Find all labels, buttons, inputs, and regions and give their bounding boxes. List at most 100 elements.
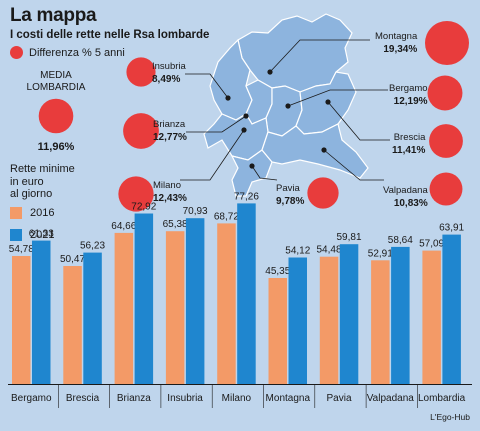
- leader-milano: [180, 129, 245, 181]
- marker-montagna: [267, 69, 273, 75]
- region-pct-brescia: 11,41%: [392, 145, 426, 156]
- media-label-line2: LOMBARDIA: [26, 82, 86, 93]
- data-label-milano-2016: 68,72: [214, 211, 239, 222]
- y-unit-label: Rette minime in euro al giorno: [10, 163, 90, 201]
- x-tick-label-brescia: Brescia: [66, 393, 100, 404]
- map-leader-lines: [180, 39, 390, 181]
- bar-insubria-2016: [165, 231, 185, 384]
- region-name-brescia: Brescia: [393, 132, 426, 143]
- region-label-montagna: Montagna 19,34%: [375, 30, 417, 56]
- difference-legend-label: Differenza % 5 anni: [29, 46, 125, 59]
- leader-valpadana: [323, 149, 384, 181]
- bar-montagna-2021: [288, 257, 307, 384]
- region-pct-brianza: 12,77%: [153, 132, 187, 143]
- x-tick-label-brianza: Brianza: [117, 393, 151, 404]
- region-name-milano: Milano: [153, 180, 181, 191]
- legend-2021: 2021: [10, 229, 54, 241]
- bar-pavia-2021: [339, 244, 359, 384]
- marker-brescia: [325, 99, 331, 105]
- source-credit: L'Ego-Hub: [430, 412, 470, 422]
- media-lombardia-value: 11,96%: [37, 141, 75, 153]
- media-lombardia-label: MEDIA LOMBARDIA: [20, 70, 92, 94]
- region-label-milano: Milano 12,43%: [153, 179, 187, 205]
- region-pct-pavia: 9,78%: [276, 196, 305, 207]
- bubble-bergamo: [427, 75, 463, 111]
- x-tick-label-milano: Milano: [222, 393, 252, 404]
- y-unit-line2: in euro: [10, 175, 44, 188]
- bar-milano-2016: [217, 223, 236, 384]
- page-subtitle: I costi delle rette nelle Rsa lombarde: [10, 29, 210, 41]
- leader-brescia: [327, 101, 390, 141]
- bubble-media-lombardia: [38, 98, 74, 134]
- data-label-brianza-2021: 72,92: [131, 202, 156, 213]
- bar-brianza-2016: [114, 232, 134, 384]
- bar-insubria-2021: [185, 218, 205, 384]
- data-label-valpadana-2021: 58,64: [388, 235, 413, 246]
- bar-milano-2021: [237, 203, 256, 384]
- y-unit-line3: al giorno: [10, 188, 53, 200]
- bar-montagna-2016: [268, 278, 287, 384]
- marker-pavia: [249, 163, 255, 169]
- bar-lombardia-2016: [422, 250, 441, 384]
- region-name-brianza: Brianza: [153, 119, 186, 130]
- data-label-lombardia-2021: 63,91: [439, 223, 464, 234]
- region-name-pavia: Pavia: [276, 183, 300, 194]
- y-unit-line1: Rette minime: [10, 163, 75, 175]
- x-tick-label-pavia: Pavia: [326, 393, 351, 404]
- data-label-lombardia-2016: 57,09: [419, 239, 444, 250]
- bar-chart: 54,78 61,33 Bergamo 50,47 56,23 Brescia 64,66 7…: [8, 191, 472, 408]
- marker-valpadana: [321, 147, 327, 153]
- data-label-bergamo-2021: 61,33: [29, 229, 54, 240]
- data-label-pavia-2016: 54,48: [316, 245, 341, 256]
- region-name-montagna: Montagna: [375, 31, 418, 42]
- region-label-valpadana: Valpadana 10,83%: [383, 184, 428, 210]
- region-name-insubria: Insubria: [152, 61, 186, 72]
- bar-brianza-2021: [134, 213, 154, 384]
- map-markers: [225, 69, 331, 169]
- marker-milano: [241, 127, 247, 133]
- leader-bergamo: [287, 89, 388, 107]
- leader-insubria: [185, 73, 229, 99]
- region-pct-insubria: 8,49%: [152, 74, 181, 85]
- data-label-bergamo-2016: 54,78: [9, 244, 34, 255]
- page-title: La mappa: [10, 5, 97, 26]
- data-label-montagna-2021: 54,12: [285, 246, 310, 257]
- media-label-line1: MEDIA: [40, 70, 72, 81]
- difference-bubbles: [38, 21, 469, 212]
- lombardy-map-shape: [203, 13, 369, 197]
- bar-brescia-2021: [83, 252, 102, 384]
- data-label-brescia-2016: 50,47: [60, 254, 85, 265]
- marker-insubria: [225, 95, 231, 101]
- marker-bergamo: [285, 103, 291, 109]
- legend-2016-swatch: [10, 207, 22, 219]
- region-label-pavia: Pavia 9,78%: [276, 182, 304, 208]
- bar-bergamo-2016: [12, 256, 31, 384]
- region-label-brianza: Brianza 12,77%: [153, 118, 187, 144]
- leader-brianza: [186, 115, 247, 133]
- x-tick-label-bergamo: Bergamo: [11, 393, 52, 404]
- region-label-insubria: Insubria 8,49%: [152, 60, 186, 86]
- leader-pavia: [251, 165, 278, 181]
- bar-brescia-2016: [63, 266, 82, 384]
- data-label-milano-2021: 77,26: [234, 191, 259, 202]
- x-tick-label-insubria: Insubria: [167, 393, 203, 404]
- data-label-pavia-2021: 59,81: [336, 232, 361, 243]
- x-tick-label-valpadana: Valpadana: [367, 393, 415, 404]
- bubble-montagna: [425, 21, 469, 65]
- data-label-brescia-2021: 56,23: [80, 241, 105, 252]
- data-label-insubria-2021: 70,93: [183, 206, 208, 217]
- data-label-valpadana-2016: 52,91: [368, 248, 393, 259]
- map-region-pavia: [230, 149, 273, 197]
- bar-valpadana-2016: [371, 260, 390, 384]
- bubble-insubria: [126, 57, 156, 87]
- region-pct-valpadana: 10,83%: [393, 198, 428, 209]
- region-pct-montagna: 19,34%: [383, 44, 418, 55]
- bubble-milano: [118, 176, 154, 212]
- x-tick-label-lombardia: Lombardia: [418, 393, 466, 404]
- bar-valpadana-2021: [391, 246, 410, 384]
- region-name-bergamo: Bergamo: [389, 83, 428, 94]
- region-pct-milano: 12,43%: [153, 193, 187, 204]
- bubble-brescia: [429, 124, 463, 158]
